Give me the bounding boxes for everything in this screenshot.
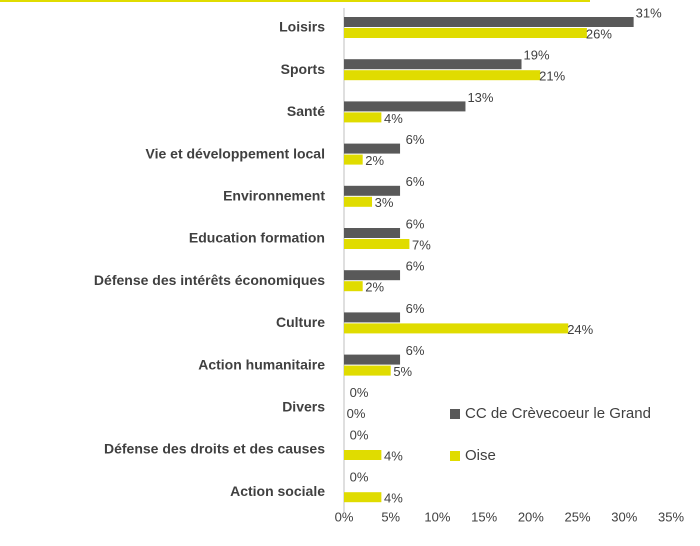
data-label: 21% xyxy=(539,69,565,84)
bar xyxy=(344,281,363,292)
data-label: 0% xyxy=(347,406,366,421)
x-tick-label: 10% xyxy=(424,509,450,524)
data-label: 5% xyxy=(393,364,412,379)
category-label: Sports xyxy=(281,61,326,77)
bar xyxy=(344,70,541,81)
x-tick-label: 0% xyxy=(335,509,354,524)
category-label: Santé xyxy=(287,103,325,119)
legend-swatch xyxy=(450,451,460,461)
data-label: 6% xyxy=(406,132,425,147)
bar xyxy=(344,450,382,460)
category-label: Action sociale xyxy=(230,483,325,499)
category-label: Culture xyxy=(276,314,325,330)
bar xyxy=(344,270,401,281)
bar xyxy=(344,112,382,123)
legend-label: Oise xyxy=(465,447,496,464)
data-label: 4% xyxy=(384,111,403,126)
x-tick-label: 25% xyxy=(565,509,591,524)
category-label: Action humanitaire xyxy=(198,356,325,372)
x-tick-label: 20% xyxy=(518,509,544,524)
category-label: Défense des droits et des causes xyxy=(104,441,325,457)
bar xyxy=(344,354,401,365)
x-tick-label: 5% xyxy=(381,509,400,524)
data-label: 0% xyxy=(350,470,369,485)
data-label: 24% xyxy=(567,322,593,337)
category-label: Divers xyxy=(282,399,325,415)
x-tick-label: 15% xyxy=(471,509,497,524)
bar xyxy=(344,323,569,334)
data-label: 0% xyxy=(350,427,369,442)
bar xyxy=(344,28,587,38)
data-label: 2% xyxy=(365,153,384,168)
bar xyxy=(344,365,391,376)
bar xyxy=(344,196,373,207)
bar xyxy=(344,228,401,238)
category-label: Education formation xyxy=(189,230,325,246)
x-tick-label: 30% xyxy=(611,509,637,524)
data-label: 4% xyxy=(384,491,403,506)
data-label: 19% xyxy=(523,48,549,63)
bar xyxy=(344,17,634,27)
bar xyxy=(344,101,466,112)
bar xyxy=(344,312,401,323)
category-label: Loisirs xyxy=(279,19,325,35)
data-label: 31% xyxy=(636,5,662,20)
bar xyxy=(344,239,410,249)
data-label: 6% xyxy=(406,216,425,231)
data-label: 3% xyxy=(375,195,394,210)
data-label: 2% xyxy=(365,280,384,295)
data-label: 13% xyxy=(467,90,493,105)
data-label: 26% xyxy=(586,26,612,41)
bar xyxy=(344,59,522,70)
category-label: Défense des intérêts économiques xyxy=(94,272,325,288)
legend-swatch xyxy=(450,409,460,419)
bar xyxy=(344,492,382,503)
data-label: 6% xyxy=(406,174,425,189)
category-label: Environnement xyxy=(223,188,325,204)
data-label: 6% xyxy=(406,259,425,274)
data-label: 0% xyxy=(350,385,369,400)
bar xyxy=(344,185,401,196)
bar xyxy=(344,154,363,165)
data-label: 4% xyxy=(384,448,403,463)
data-label: 7% xyxy=(412,237,431,252)
data-label: 6% xyxy=(406,343,425,358)
bar xyxy=(344,143,401,154)
x-tick-label: 35% xyxy=(658,509,684,524)
data-label: 6% xyxy=(406,301,425,316)
category-label: Vie et développement local xyxy=(146,145,325,161)
legend-label: CC de Crèvecoeur le Grand xyxy=(465,405,651,422)
